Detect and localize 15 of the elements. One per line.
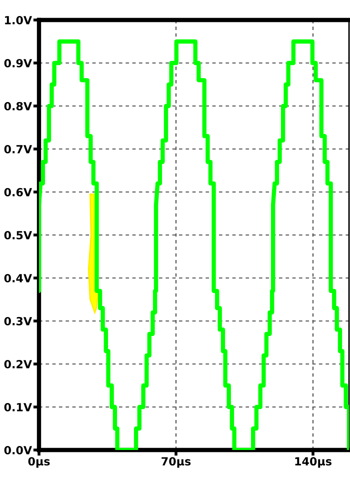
x-tick-label: 140µs [295,457,332,468]
y-tick-label: 0.5V [4,230,32,240]
x-tick-label: 70µs [162,457,191,468]
y-tick-label: 0.2V [4,360,32,368]
y-tick-label: 0.3V [4,316,32,326]
y-tick-label: 0.8V [4,102,32,110]
y-tick-label: 1.0V [5,16,32,24]
y-tick-label: 0.9V [4,58,32,68]
y-tick-label: 0.7V [4,144,32,154]
line-series [39,39,349,450]
x-tick-label: 0µs [28,457,50,468]
y-tick-label: 0.0V [4,446,32,454]
y-tick-label: 0.4V [4,274,32,282]
y-tick-label: 0.1V [4,402,32,412]
y-tick-label: 0.6V [4,188,32,196]
